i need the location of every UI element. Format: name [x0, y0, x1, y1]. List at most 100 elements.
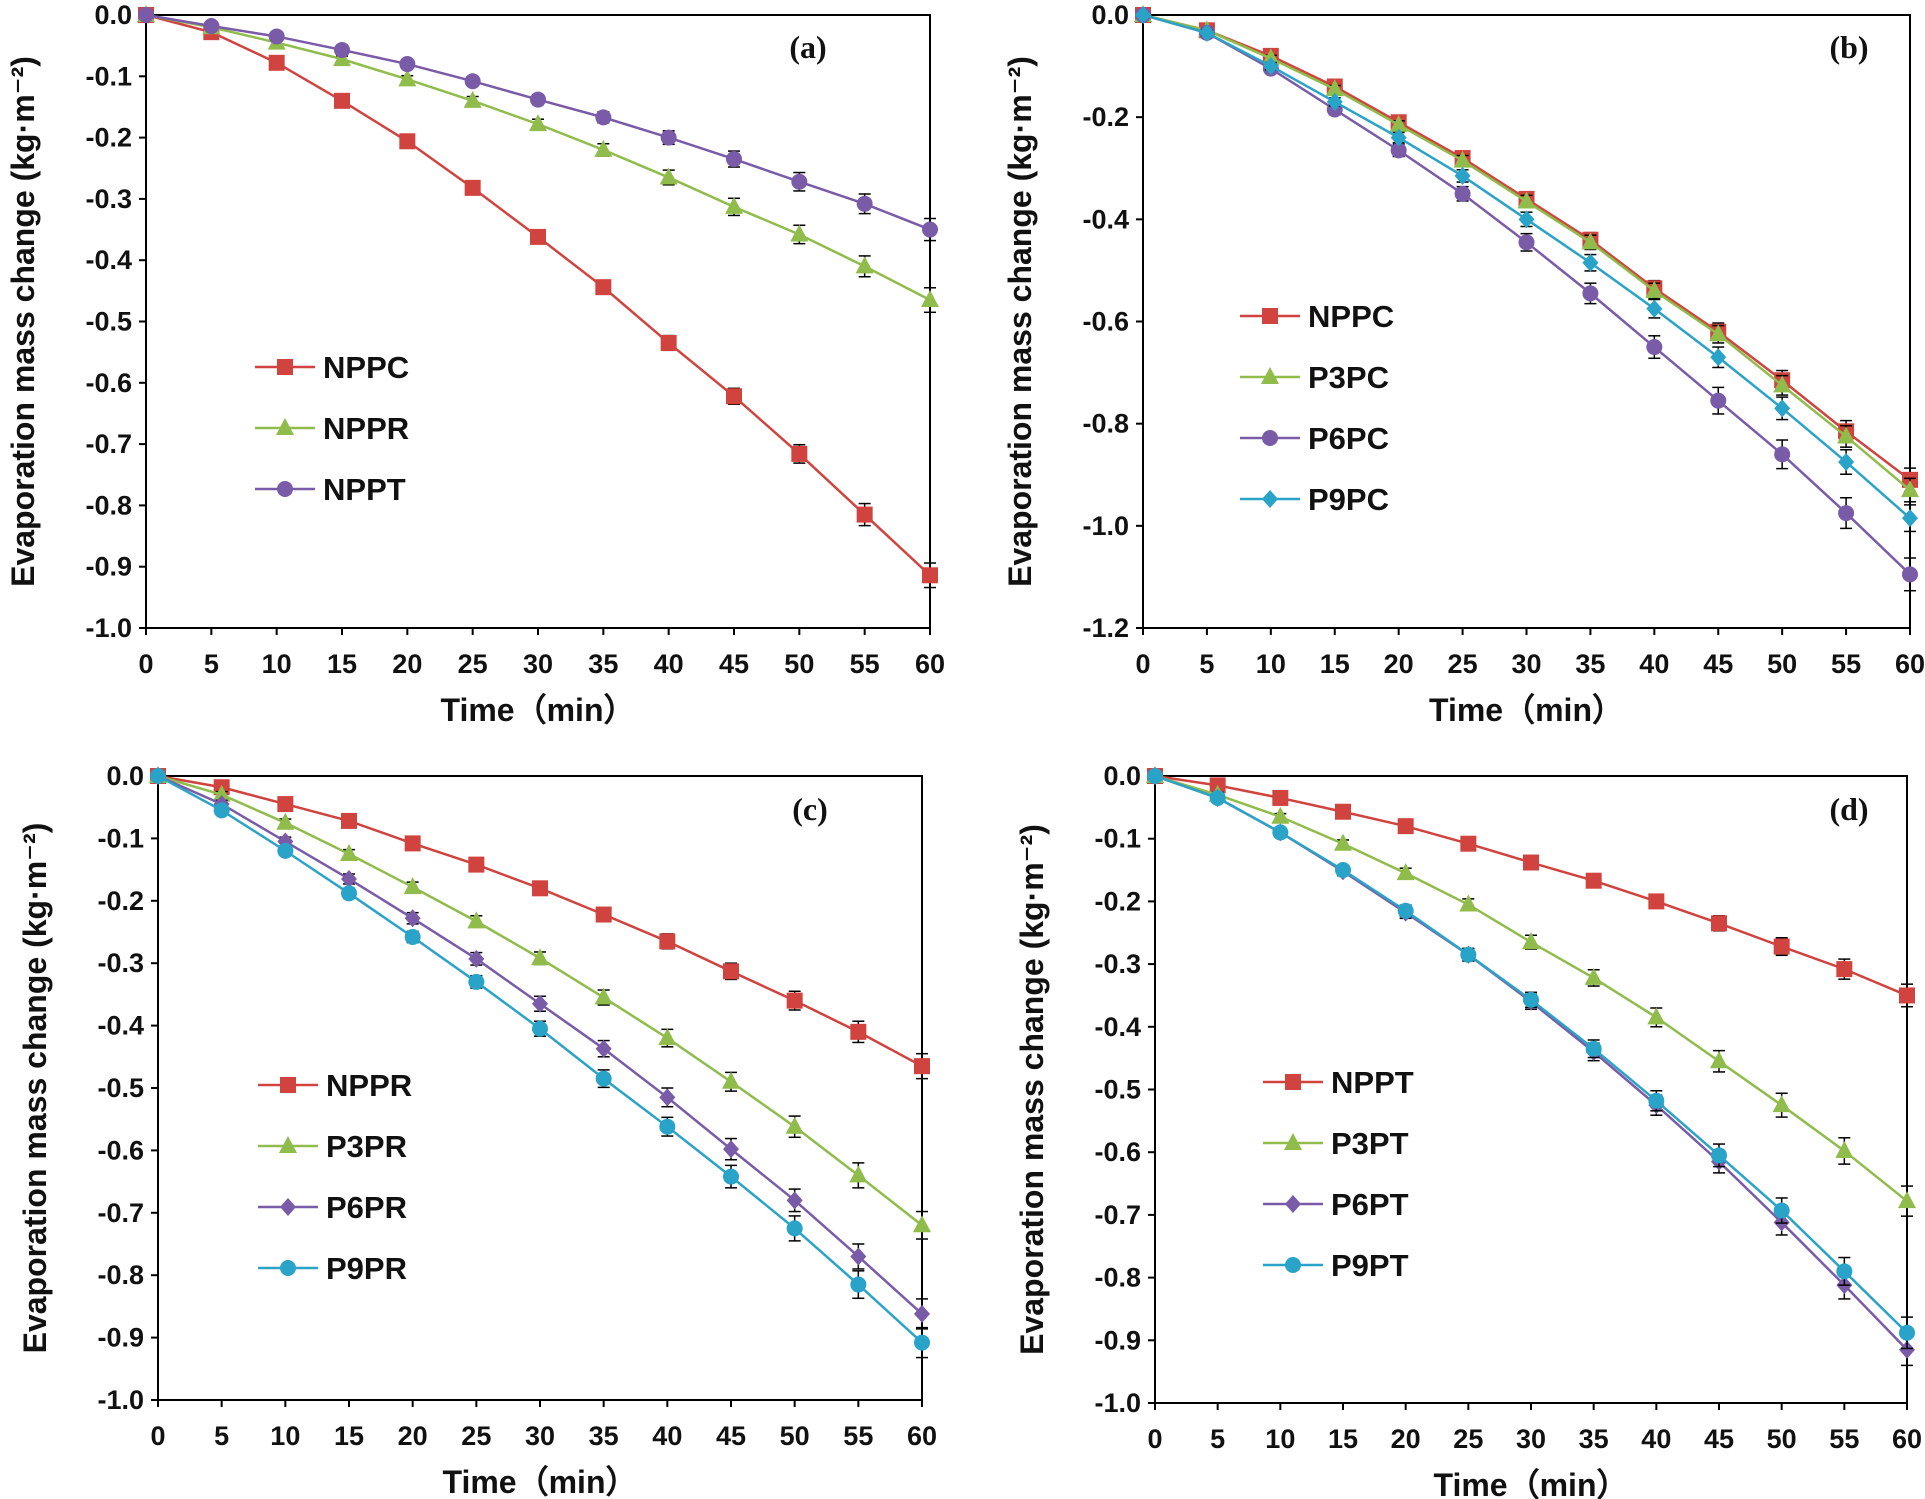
data-point [850, 1247, 867, 1266]
data-point [594, 987, 613, 1005]
data-point [659, 1118, 676, 1135]
data-point [467, 911, 486, 929]
data-point [531, 948, 549, 966]
legend-marker [280, 1077, 296, 1093]
legend-marker [1285, 1195, 1301, 1213]
legend: NPPR P3PR P6PR P9PR [258, 1068, 412, 1286]
data-point [1902, 566, 1918, 583]
y-tick-label: -0.2 [97, 886, 144, 916]
data-point [1523, 854, 1539, 871]
data-point [341, 812, 357, 829]
x-tick-label: 10 [262, 649, 292, 679]
data-point [595, 906, 612, 923]
data-point [1581, 232, 1600, 250]
data-point [1648, 893, 1665, 910]
data-point [1837, 426, 1856, 444]
legend-marker [1262, 430, 1278, 446]
x-tick-label: 35 [589, 1421, 619, 1451]
data-point [1646, 299, 1663, 318]
x-tick-label: 40 [1639, 649, 1669, 679]
data-point [595, 109, 612, 126]
data-point [1325, 79, 1344, 97]
y-tick-label: -0.8 [97, 1260, 144, 1290]
legend-label: P9PT [1331, 1248, 1409, 1283]
data-point [468, 856, 485, 873]
y-tick-label: -1.0 [1094, 1388, 1141, 1418]
x-tick-label: 45 [1703, 649, 1733, 679]
data-point [1518, 210, 1535, 229]
y-axis-title: Evaporation mass change (kg·m⁻²) [17, 823, 53, 1354]
data-point [726, 151, 742, 168]
data-point [1838, 452, 1855, 471]
legend-label: NPPC [323, 350, 409, 385]
y-tick-label: -1.0 [85, 613, 132, 643]
data-point [463, 90, 482, 108]
data-point [594, 139, 613, 157]
x-tick-label: 40 [1641, 1424, 1671, 1454]
data-point [1901, 480, 1919, 498]
x-axis-title: Time（min） [442, 1464, 637, 1499]
data-point [1899, 1324, 1915, 1341]
series-P9PR [150, 768, 930, 1359]
series-P9PT [1147, 768, 1915, 1350]
data-point [404, 909, 421, 928]
data-point [1453, 150, 1472, 168]
legend-label: P9PC [1308, 482, 1389, 517]
data-point [1272, 824, 1289, 841]
data-point [1585, 872, 1602, 889]
x-tick-label: 25 [1448, 649, 1478, 679]
x-axis-title: Time（min） [440, 692, 635, 728]
data-point [722, 1071, 740, 1089]
data-point [1389, 114, 1408, 132]
data-point [212, 784, 231, 802]
chart-panel-3: 0.0 -0.1 -0.2 -0.3 -0.4 -0.5 -0.6 -0.7 -0.8 -0.9 -… [1014, 761, 1922, 1499]
legend-label: P3PR [326, 1129, 407, 1164]
panel-label: (b) [1829, 29, 1868, 65]
y-tick-label: -0.3 [1094, 949, 1141, 979]
data-point [1261, 48, 1280, 66]
x-tick-label: 35 [588, 649, 618, 679]
y-tick-label: -0.5 [1094, 1075, 1141, 1105]
legend-marker [277, 481, 293, 497]
data-point [203, 18, 220, 35]
data-point [922, 221, 938, 238]
legend-label: NPPT [1331, 1065, 1414, 1100]
series-P3PR [149, 766, 931, 1240]
chart-panel-2: 0.0 -0.1 -0.2 -0.3 -0.4 -0.5 -0.6 -0.7 -0.8 -0.9 -… [17, 761, 937, 1499]
y-axis-title: Evaporation mass change (kg·m⁻²) [1002, 56, 1038, 587]
legend-label: P6PR [326, 1190, 407, 1225]
data-point [1838, 505, 1855, 522]
y-tick-label: -0.2 [1094, 886, 1141, 916]
x-tick-label: 50 [784, 649, 814, 679]
panel-label: (a) [789, 29, 826, 65]
series-line [157, 774, 923, 1344]
series-P9PC [1135, 6, 1918, 533]
series-NPPT [1147, 768, 1915, 1008]
data-point [1334, 833, 1352, 851]
data-point [1454, 166, 1471, 185]
y-tick-label: -0.4 [1094, 1012, 1141, 1042]
data-point [723, 963, 739, 980]
data-point [399, 133, 416, 150]
legend-marker [1262, 490, 1278, 508]
y-tick-label: -0.9 [1094, 1325, 1141, 1355]
data-point [595, 1039, 612, 1058]
data-point [856, 506, 873, 523]
y-axis-title: Evaporation mass change (kg·m⁻²) [1014, 824, 1050, 1355]
data-point [856, 195, 873, 212]
legend-label: P3PT [1331, 1126, 1409, 1161]
data-point [1836, 961, 1853, 978]
x-tick-label: 35 [1579, 1424, 1609, 1454]
x-tick-label: 10 [270, 1421, 300, 1451]
y-tick-label: -0.5 [97, 1073, 144, 1103]
data-point [913, 1215, 931, 1233]
series-line [157, 774, 923, 1315]
data-point [791, 173, 808, 190]
data-point [1272, 789, 1289, 806]
series-line [1154, 774, 1908, 997]
data-point [530, 91, 546, 108]
data-point [1772, 1095, 1791, 1113]
y-tick-label: -0.3 [85, 184, 132, 214]
data-point [1773, 938, 1790, 955]
x-tick-label: 15 [334, 1421, 364, 1451]
